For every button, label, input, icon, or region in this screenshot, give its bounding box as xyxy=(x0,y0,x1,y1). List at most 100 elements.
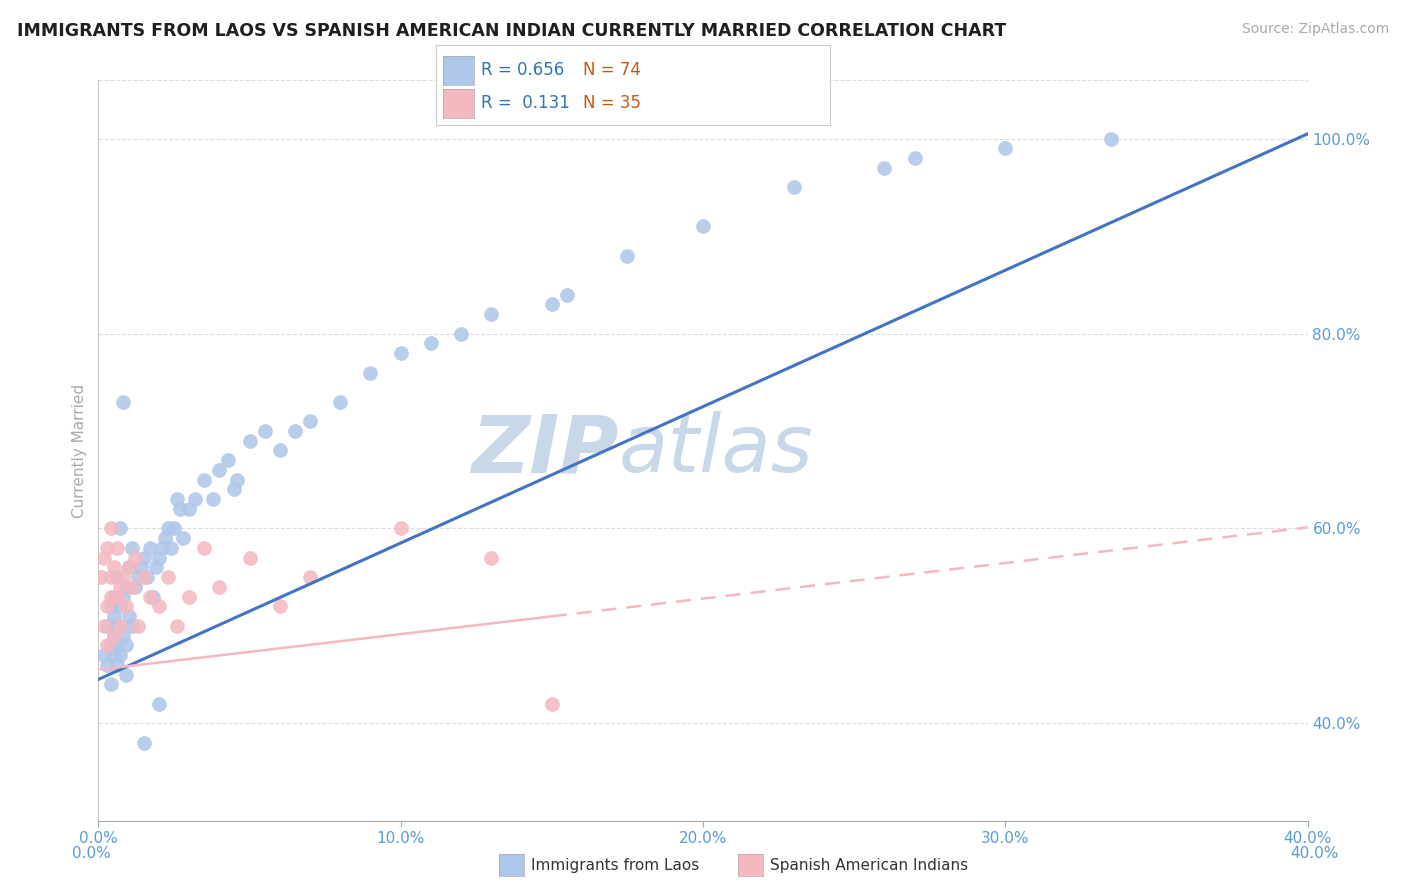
Text: Spanish American Indians: Spanish American Indians xyxy=(770,858,969,872)
Point xyxy=(202,492,225,507)
Y-axis label: Currently Married: Currently Married xyxy=(72,384,87,517)
Point xyxy=(420,336,443,351)
Point xyxy=(253,424,276,438)
Point xyxy=(555,287,578,301)
Point xyxy=(105,657,128,672)
Point xyxy=(156,570,179,584)
Point xyxy=(108,648,131,662)
Point xyxy=(105,638,128,652)
Text: IMMIGRANTS FROM LAOS VS SPANISH AMERICAN INDIAN CURRENTLY MARRIED CORRELATION CH: IMMIGRANTS FROM LAOS VS SPANISH AMERICAN… xyxy=(17,22,1007,40)
Point xyxy=(103,628,125,642)
Point xyxy=(360,366,382,380)
Point xyxy=(121,619,143,633)
Point xyxy=(111,628,134,642)
Point xyxy=(179,590,201,604)
Point xyxy=(184,492,207,507)
Point xyxy=(166,492,188,507)
Text: Source: ZipAtlas.com: Source: ZipAtlas.com xyxy=(1241,22,1389,37)
Point xyxy=(108,599,131,614)
Point xyxy=(153,531,176,545)
Point xyxy=(269,443,291,458)
Point xyxy=(121,541,143,555)
Point xyxy=(127,619,149,633)
Point xyxy=(994,141,1017,155)
Point xyxy=(142,590,165,604)
Point xyxy=(284,424,307,438)
Point xyxy=(103,628,125,642)
Point xyxy=(148,697,170,711)
Point xyxy=(224,483,246,497)
Point xyxy=(100,570,122,584)
Point xyxy=(540,297,562,311)
Point xyxy=(217,453,239,467)
Point xyxy=(90,570,112,584)
Point xyxy=(103,590,125,604)
Point xyxy=(105,541,128,555)
Point xyxy=(150,541,173,555)
Text: R = 0.656: R = 0.656 xyxy=(481,61,564,78)
Point xyxy=(226,473,249,487)
Point xyxy=(873,161,896,175)
Point xyxy=(179,502,201,516)
Point xyxy=(145,560,167,574)
Point xyxy=(129,560,152,574)
Point xyxy=(389,346,412,360)
Point xyxy=(169,502,191,516)
Point xyxy=(114,638,136,652)
Point xyxy=(299,570,322,584)
Point xyxy=(96,599,118,614)
Point xyxy=(93,619,115,633)
Point xyxy=(111,590,134,604)
Point xyxy=(108,619,131,633)
Point xyxy=(269,599,291,614)
Point xyxy=(904,151,927,165)
Point xyxy=(105,590,128,604)
Point xyxy=(163,521,186,535)
Text: 40.0%: 40.0% xyxy=(1291,846,1339,861)
Point xyxy=(100,590,122,604)
Point xyxy=(108,521,131,535)
Text: N = 74: N = 74 xyxy=(583,61,641,78)
Text: atlas: atlas xyxy=(619,411,813,490)
Point xyxy=(692,219,714,234)
Point xyxy=(450,326,472,341)
Point xyxy=(124,550,146,565)
Point xyxy=(114,667,136,681)
Point xyxy=(93,648,115,662)
Text: 0.0%: 0.0% xyxy=(72,846,111,861)
Point xyxy=(389,521,412,535)
Point xyxy=(172,531,194,545)
Point xyxy=(481,550,503,565)
Point xyxy=(96,638,118,652)
Text: N = 35: N = 35 xyxy=(583,94,641,112)
Point xyxy=(299,414,322,428)
Point xyxy=(124,580,146,594)
Point xyxy=(156,521,179,535)
Point xyxy=(118,609,141,624)
Point xyxy=(103,648,125,662)
Point xyxy=(160,541,183,555)
Point xyxy=(121,580,143,594)
Point xyxy=(127,570,149,584)
Point xyxy=(540,697,562,711)
Point xyxy=(208,463,231,477)
Point xyxy=(132,570,155,584)
Point xyxy=(1099,132,1122,146)
Point xyxy=(139,590,162,604)
Text: ZIP: ZIP xyxy=(471,411,619,490)
Point xyxy=(239,550,262,565)
Point xyxy=(139,541,162,555)
Point xyxy=(93,550,115,565)
Point xyxy=(148,599,170,614)
Point xyxy=(100,599,122,614)
Point xyxy=(111,570,134,584)
Point xyxy=(111,394,134,409)
Point xyxy=(783,180,806,194)
Point xyxy=(103,560,125,574)
Point xyxy=(105,570,128,584)
Point xyxy=(108,580,131,594)
Point xyxy=(100,677,122,691)
Point xyxy=(193,541,215,555)
Point xyxy=(103,609,125,624)
Text: Immigrants from Laos: Immigrants from Laos xyxy=(531,858,700,872)
